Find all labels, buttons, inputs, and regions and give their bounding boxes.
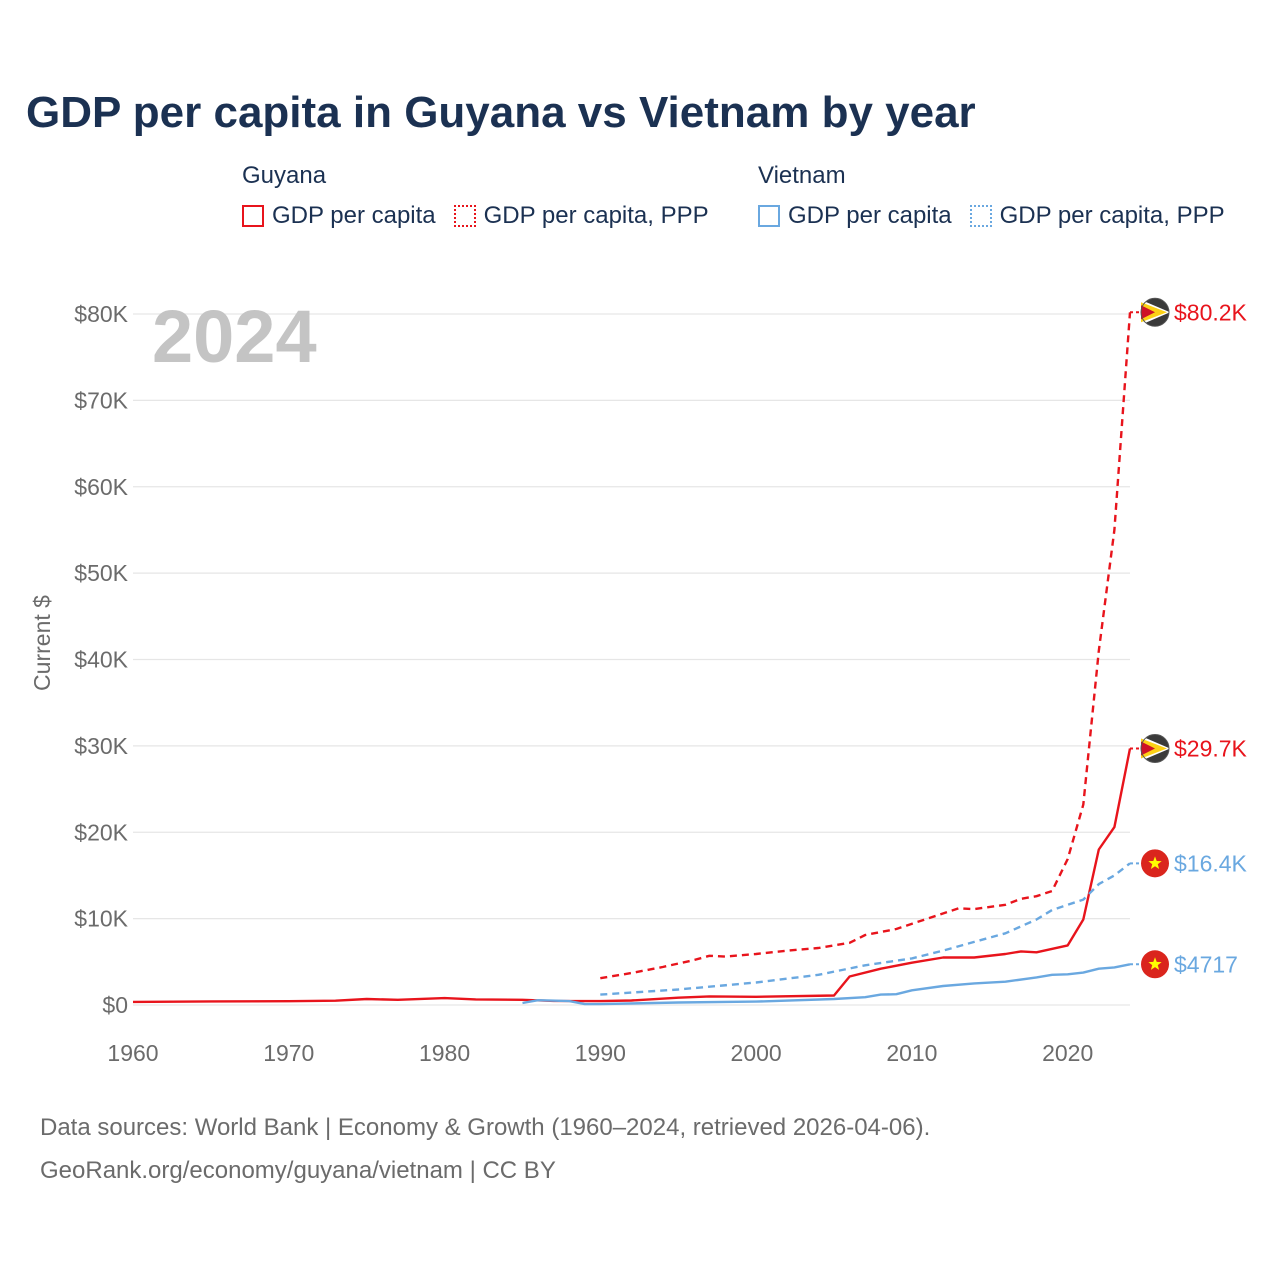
y-tick-label: $0: [102, 992, 128, 1018]
end-value-label: $80.2K: [1174, 299, 1248, 325]
guyana-flag-icon: [1140, 733, 1170, 763]
series-line-guyana-gdp-per-capita[interactable]: [132, 748, 1132, 1004]
x-tick-label: 1970: [263, 1040, 314, 1066]
flag-gold-arrow: [1141, 302, 1167, 323]
series-layer: [132, 312, 1132, 1006]
axis-layer: $0 $10K $20K $30K $40K $50K $60K $70K $80K 1960 19…: [74, 301, 1093, 1066]
y-tick-label: $40K: [74, 647, 128, 673]
end-value-label: $29.7K: [1174, 735, 1248, 761]
source-line-2[interactable]: GeoRank.org/economy/guyana/vietnam | CC …: [40, 1157, 556, 1184]
end-label-layer: $29.7K $80.2K $4717 $16.4K: [1130, 297, 1248, 979]
series-line-guyana-gdp-per-capita-ppp[interactable]: [600, 312, 1132, 980]
source-line-1: Data sources: World Bank | Economy & Gro…: [40, 1114, 931, 1141]
legend-vietnam-gdp[interactable]: GDP per capita: [758, 202, 952, 230]
series-line-vietnam-gdp-per-capita-ppp[interactable]: [600, 862, 1131, 996]
legend-vietnam: Vietnam GDP per capita GDP per capita, P…: [758, 162, 1225, 230]
legend-vietnam-gdp-ppp[interactable]: GDP per capita, PPP: [969, 202, 1225, 230]
end-value-label: $16.4K: [1174, 850, 1248, 876]
legend-guyana-gdp[interactable]: GDP per capita: [242, 202, 436, 230]
legend-swatch-solid-icon: [242, 205, 264, 227]
vietnam-flag-icon: [1141, 849, 1169, 878]
legend-label: GDP per capita: [788, 202, 952, 229]
legend-swatch-solid-icon: [758, 205, 780, 227]
x-tick-label: 1990: [575, 1040, 626, 1066]
year-watermark: 2024: [152, 295, 317, 378]
legend-label: GDP per capita: [272, 202, 436, 229]
flag-white-border: [1142, 736, 1170, 761]
guyana-flag-icon: [1140, 297, 1170, 327]
legend-guyana-title: Guyana: [242, 162, 327, 189]
chart-title: GDP per capita in Guyana vs Vietnam by y…: [26, 88, 976, 137]
flag-outline: [1140, 733, 1170, 763]
flag-outline: [1140, 297, 1170, 327]
legend-label: GDP per capita, PPP: [999, 202, 1225, 229]
x-tick-label: 2020: [1042, 1040, 1093, 1066]
y-tick-label: $70K: [74, 387, 128, 413]
y-axis-label: Current $: [29, 595, 55, 691]
y-tick-label: $30K: [74, 733, 128, 759]
y-tick-label: $60K: [74, 474, 128, 500]
x-tick-label: 2010: [886, 1040, 937, 1066]
legend-guyana: Guyana GDP per capita GDP per capita, PP…: [242, 162, 727, 230]
legend-swatch-dotted-icon: [453, 205, 476, 227]
grid-layer: [133, 313, 1130, 1006]
x-tick-label: 2000: [731, 1040, 782, 1066]
flag-base: [1141, 298, 1169, 327]
y-tick-label: $20K: [74, 819, 128, 845]
data-source-note: Data sources: World Bank | Economy & Gro…: [40, 1106, 930, 1192]
flag-star: [1148, 856, 1162, 870]
legend-swatch-dotted-icon: [969, 205, 992, 227]
y-tick-label: $10K: [74, 906, 128, 932]
vietnam-flag-icon: [1141, 950, 1169, 979]
flag-base: [1141, 849, 1169, 878]
x-tick-label: 1960: [107, 1040, 158, 1066]
x-tick-label: 1980: [419, 1040, 470, 1066]
flag-white-border: [1142, 300, 1170, 325]
y-tick-label: $80K: [74, 301, 128, 327]
flag-base: [1141, 734, 1169, 763]
flag-gold-arrow: [1141, 738, 1167, 759]
legend-guyana-gdp-ppp[interactable]: GDP per capita, PPP: [453, 202, 709, 230]
legend-label: GDP per capita, PPP: [483, 202, 709, 229]
end-value-label: $4717: [1174, 951, 1238, 977]
series-line-vietnam-gdp-per-capita[interactable]: [522, 963, 1131, 1006]
flag-red-triangle: [1141, 741, 1155, 756]
flag-base: [1141, 950, 1169, 979]
flag-star: [1148, 957, 1162, 970]
legend-vietnam-title: Vietnam: [758, 162, 846, 189]
flag-red-triangle: [1141, 305, 1155, 320]
y-tick-label: $50K: [74, 560, 128, 586]
